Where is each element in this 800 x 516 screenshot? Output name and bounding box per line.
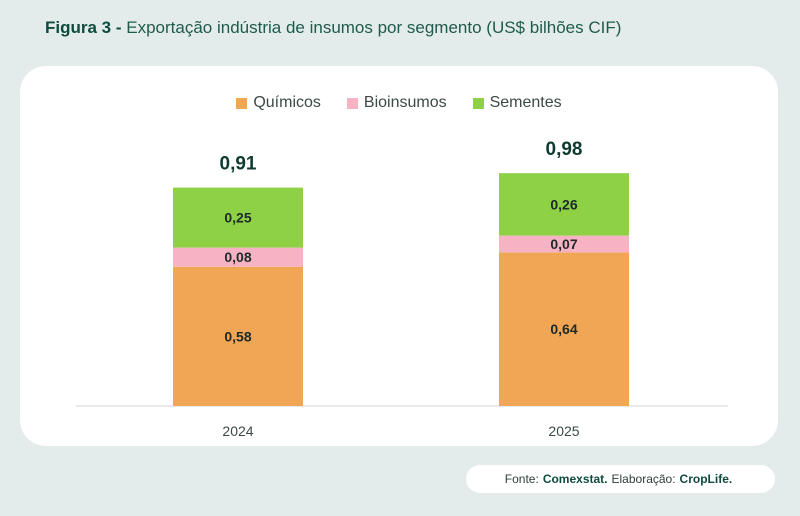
x-tick-label-2024: 2024 xyxy=(222,423,253,439)
stacked-bar-chart: 0,58 0,08 0,25 0,91 2024 0,64 0,07 0,26 0,98 2025 xyxy=(76,139,728,439)
total-value-label-2025: 0,98 xyxy=(546,139,583,160)
bar-segment-2025-2 xyxy=(499,173,629,236)
source-value: Comexstat. xyxy=(542,472,608,486)
bar-segment-2024-0 xyxy=(173,266,303,406)
bar-segment-2025-1 xyxy=(499,235,629,253)
elaboracao-label: Elaboração: xyxy=(611,472,676,486)
figure-title: Figura 3 - Exportação indústria de insum… xyxy=(45,18,785,38)
elaboracao-value: CropLife. xyxy=(679,472,733,486)
legend-swatch-sementes xyxy=(472,97,484,109)
source-label: Fonte: xyxy=(504,472,539,486)
total-value-label-2024: 0,91 xyxy=(220,154,257,175)
figure-title-prefix: Figura 3 - xyxy=(45,18,122,37)
x-tick-label-2025: 2025 xyxy=(548,423,579,439)
chart-card: Químicos Bioinsumos Sementes 0,58 0,08 0,2… xyxy=(20,66,778,446)
legend-item-quimicos: Químicos xyxy=(236,94,321,112)
figure-title-text: Exportação indústria de insumos por segm… xyxy=(126,18,622,37)
segment-value-label-2024-0: 0,58 xyxy=(224,328,251,344)
segment-value-label-2025-0: 0,64 xyxy=(550,321,577,337)
legend-item-bioinsumos: Bioinsumos xyxy=(346,94,447,112)
segment-value-label-2024-1: 0,08 xyxy=(224,249,251,265)
segment-value-label-2025-1: 0,07 xyxy=(550,236,577,252)
legend-label-quimicos: Químicos xyxy=(253,94,321,111)
legend-swatch-quimicos xyxy=(236,97,248,109)
source-note: Fonte: Comexstat. Elaboração: CropLife. xyxy=(466,465,775,493)
bar-segment-2025-0 xyxy=(499,252,629,406)
legend-swatch-bioinsumos xyxy=(346,97,358,109)
segment-value-label-2024-2: 0,25 xyxy=(224,210,251,226)
bar-segment-2024-2 xyxy=(173,187,303,248)
legend-item-sementes: Sementes xyxy=(472,94,562,112)
bar-segment-2024-1 xyxy=(173,247,303,267)
legend-label-sementes: Sementes xyxy=(489,94,562,111)
legend-label-bioinsumos: Bioinsumos xyxy=(363,94,447,111)
segment-value-label-2025-2: 0,26 xyxy=(550,196,577,212)
chart-legend: Químicos Bioinsumos Sementes xyxy=(20,94,778,112)
